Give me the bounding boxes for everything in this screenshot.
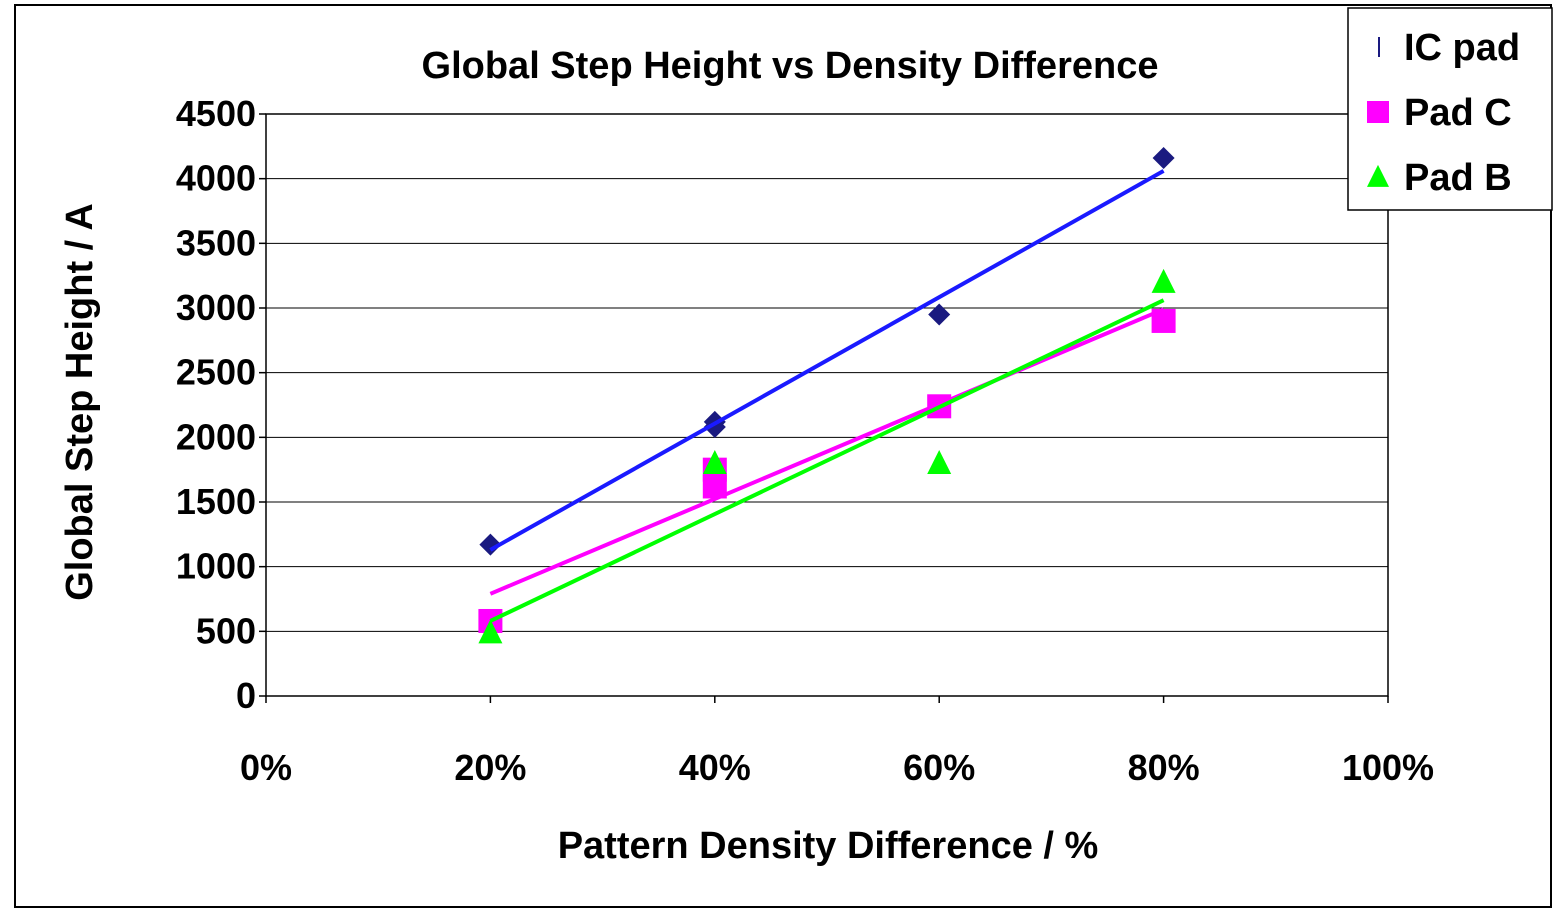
legend-label-pad-b: Pad B [1404,157,1512,199]
y-tick-label: 1000 [176,546,256,587]
data-point-pad-b [478,619,503,644]
chart-title: Global Step Height vs Density Difference [422,45,1159,87]
x-tick-labels: 0% 20% 40% 60% 80% 100% [240,747,1434,788]
trendline-pad-b [489,298,1165,623]
data-point-ic-pad [928,303,951,326]
data-point-pad-b [927,450,952,474]
data-point-ic-pad [479,533,502,556]
x-tick-label: 40% [679,747,751,788]
y-tick-label: 2500 [176,352,256,393]
y-axis-title: Global Step Height / A [59,203,101,601]
x-axis-title: Pattern Density Difference / % [558,825,1099,867]
series-layer [478,146,1176,644]
y-tick-label: 3000 [176,287,256,328]
y-tick-label: 500 [196,610,256,651]
data-point-pad-b [1151,268,1176,293]
series-pad-b [478,268,1176,644]
x-tick-label: 80% [1128,747,1200,788]
trendline-ic-pad [489,169,1165,552]
y-tick-label: 3500 [176,222,256,263]
y-tick-label: 1500 [176,481,256,522]
x-tick-label: 60% [903,747,975,788]
legend-label-ic-pad: IC pad [1404,27,1520,69]
series-ic-pad [479,146,1175,556]
legend-marker-pad-b [1367,164,1389,187]
legend: IC pad Pad C Pad B [1347,7,1553,211]
x-tick-label: 100% [1342,747,1434,788]
legend-label-pad-c: Pad C [1404,92,1512,134]
data-point-pad-b [702,450,727,474]
plot-area [259,113,1389,703]
trendline-pad-c [489,307,1165,596]
x-tick-label: 0% [240,747,292,788]
y-tick-label: 4000 [176,158,256,199]
y-tick-label: 0 [236,675,256,716]
plot-border [265,113,1389,697]
y-tick-labels: 0 500 1000 1500 2000 2500 3000 3500 4000 4500 [176,93,256,716]
data-point-ic-pad [1152,146,1175,169]
y-tick-label: 4500 [176,93,256,134]
x-tick-label: 20% [454,747,526,788]
y-tick-label: 2000 [176,416,256,457]
legend-marker-pad-c [1367,101,1389,123]
